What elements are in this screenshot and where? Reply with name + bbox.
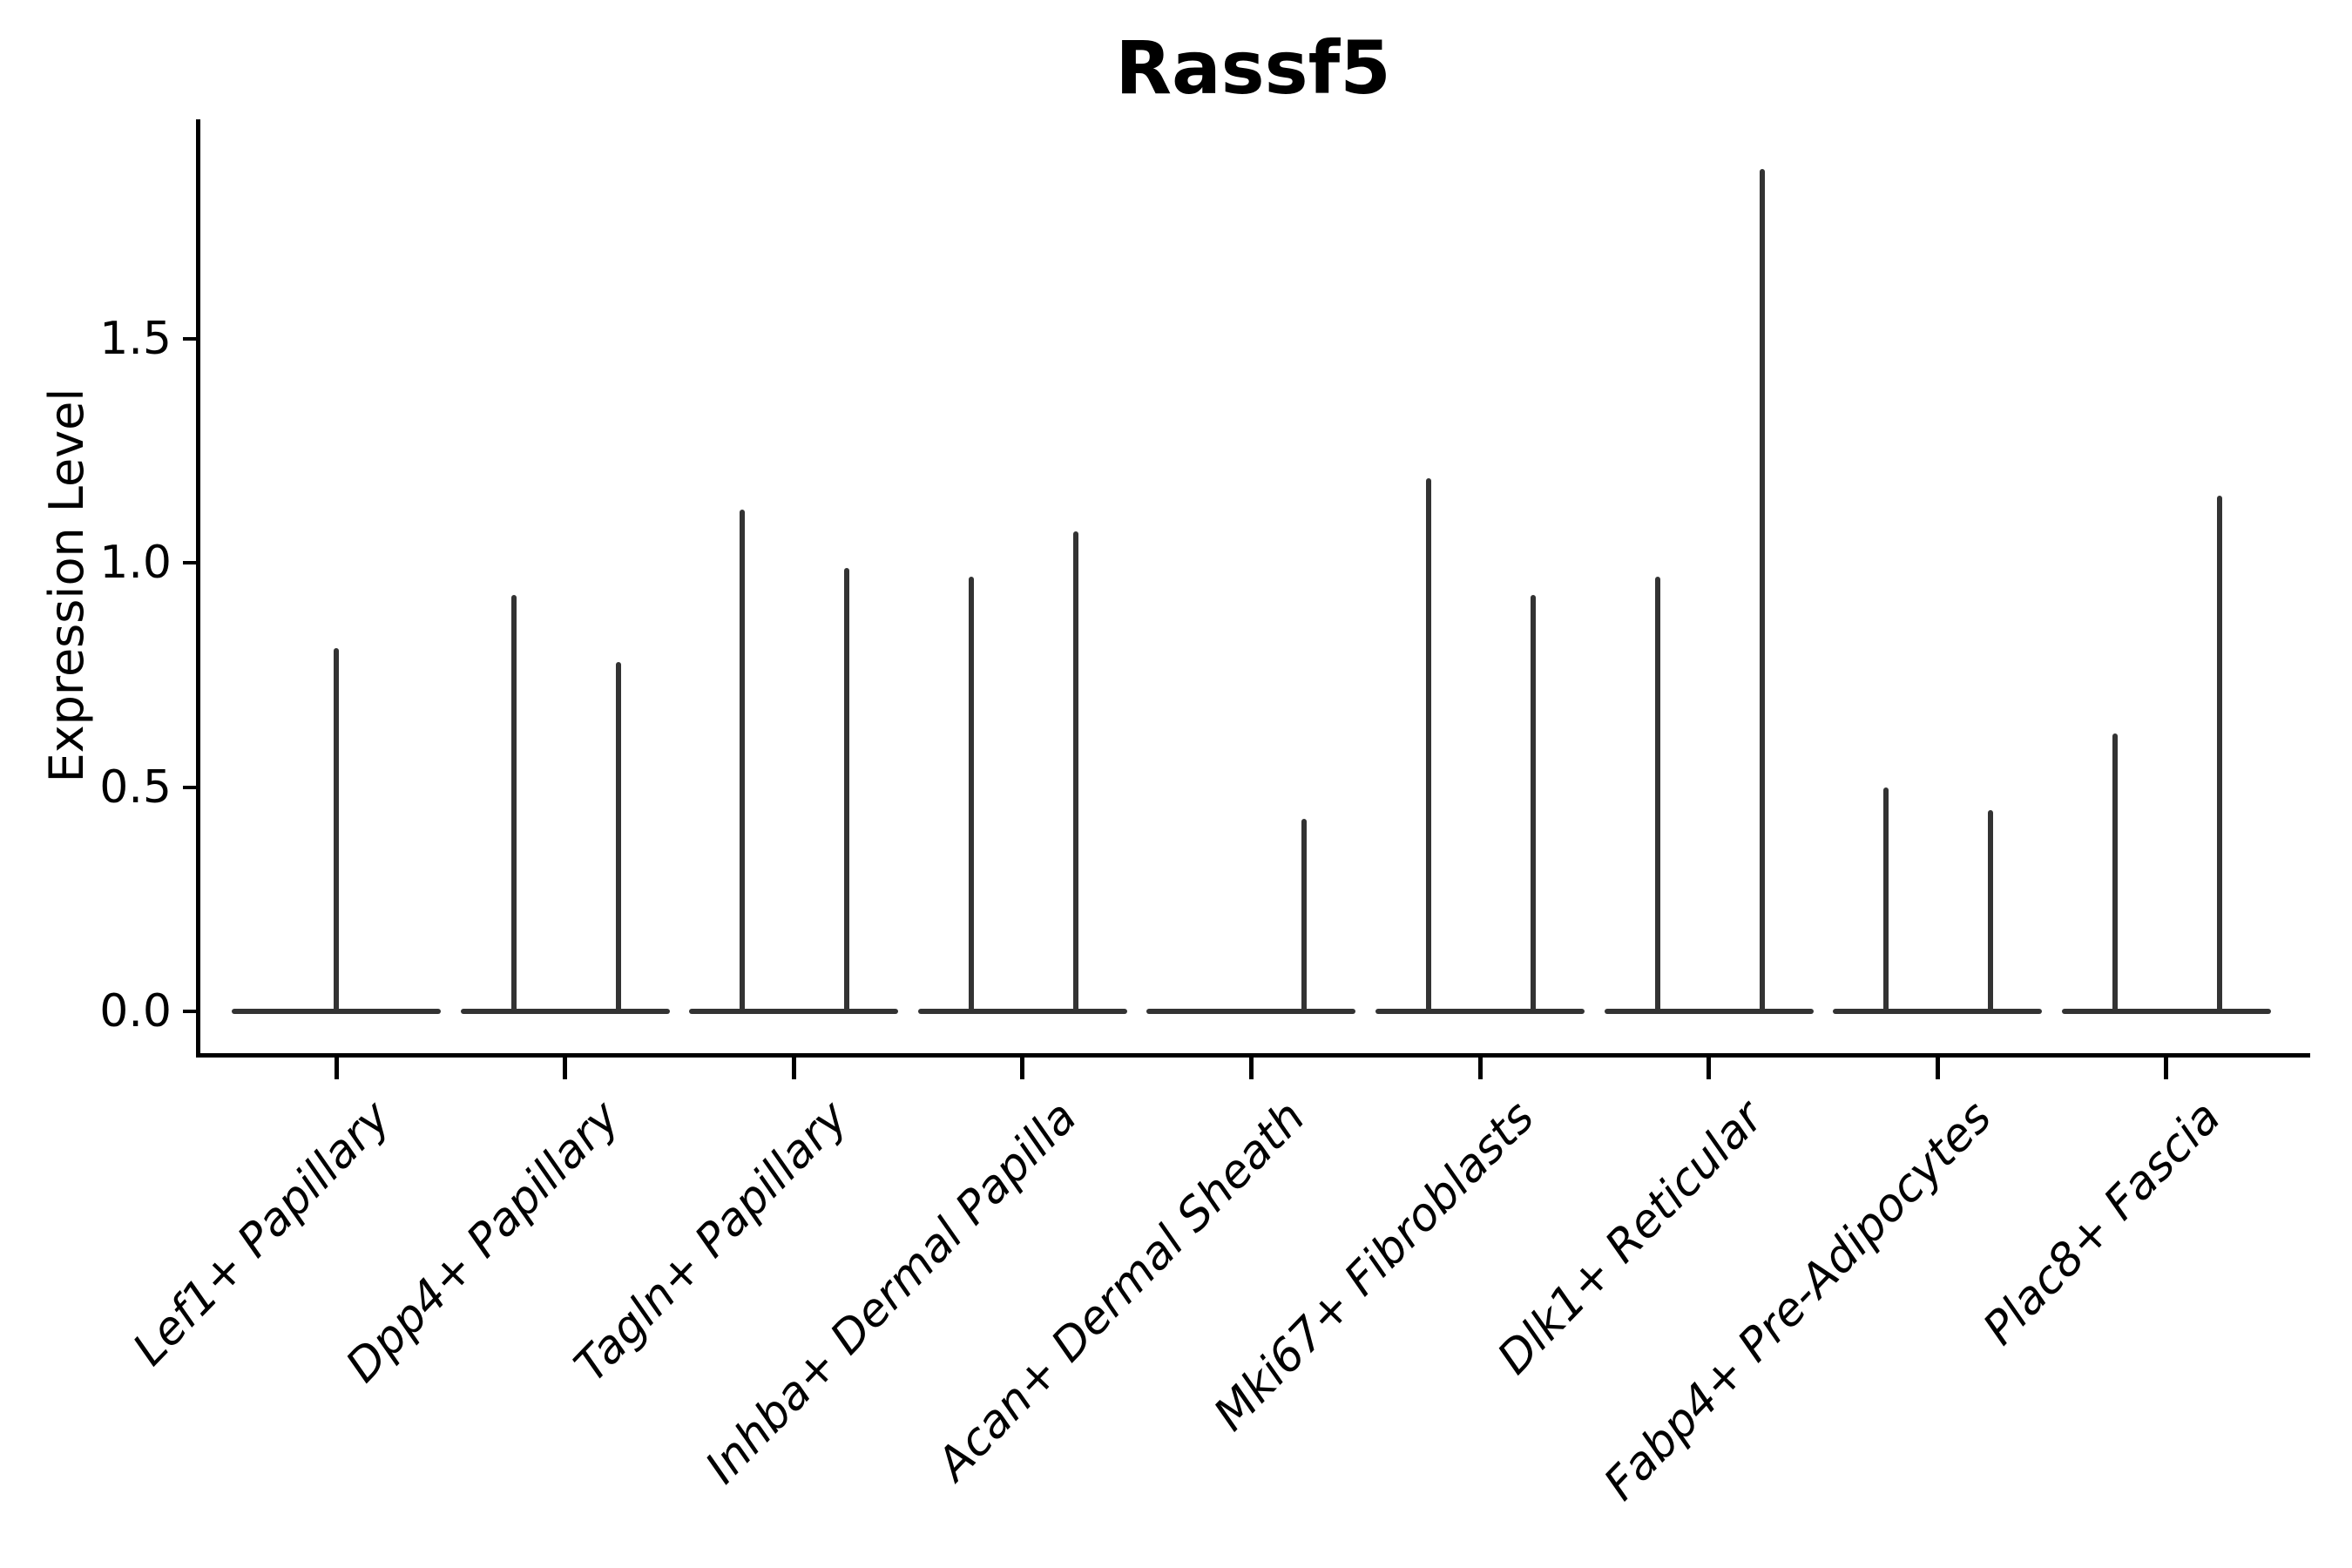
- y-tick-label: 0.0: [99, 985, 172, 1038]
- violin-spike: [1654, 576, 1660, 1015]
- violin-baseline: [917, 1009, 1127, 1015]
- violin-spike: [510, 594, 517, 1015]
- violin-spike: [1759, 168, 1765, 1015]
- x-tick: [1020, 1057, 1025, 1079]
- x-tick: [1477, 1057, 1483, 1079]
- violin-spike: [1883, 787, 1889, 1015]
- violin-spike: [1531, 594, 1536, 1015]
- y-tick-label: 1.0: [99, 537, 172, 590]
- violin-spike: [1301, 818, 1308, 1015]
- violin-spike: [334, 648, 339, 1015]
- y-tick: [183, 561, 196, 565]
- violin-baseline: [460, 1009, 670, 1015]
- x-axis-spine: [196, 1053, 2310, 1058]
- violin-spike: [844, 567, 850, 1015]
- violin-spike: [615, 661, 621, 1015]
- violin-baseline: [2061, 1009, 2271, 1015]
- violin-spike: [740, 509, 746, 1015]
- violin-spike: [1988, 809, 1994, 1015]
- y-tick: [183, 337, 196, 341]
- violin-baseline: [1375, 1009, 1585, 1015]
- violin-baseline: [1833, 1009, 2043, 1015]
- y-axis-spine: [196, 119, 200, 1058]
- x-tick: [1707, 1057, 1712, 1079]
- violin-spike: [2112, 733, 2118, 1015]
- violin-spike: [968, 576, 974, 1015]
- x-tick: [1248, 1057, 1254, 1079]
- x-tick: [791, 1057, 796, 1079]
- violin-baseline: [689, 1009, 899, 1015]
- y-tick-label: 1.5: [99, 313, 172, 366]
- chart-title: Rassf5: [1115, 25, 1391, 111]
- violin-baseline: [1604, 1009, 1814, 1015]
- x-tick: [2164, 1057, 2169, 1079]
- x-tick: [334, 1057, 339, 1079]
- y-tick: [183, 785, 196, 789]
- violin-baseline: [1146, 1009, 1356, 1015]
- violin-spike: [2216, 496, 2222, 1015]
- violin-spike: [1426, 477, 1431, 1015]
- x-tick: [1935, 1057, 1940, 1079]
- violin-spike: [1072, 531, 1078, 1015]
- y-tick-label: 0.5: [99, 760, 172, 814]
- x-tick: [563, 1057, 568, 1079]
- y-tick: [183, 1010, 196, 1014]
